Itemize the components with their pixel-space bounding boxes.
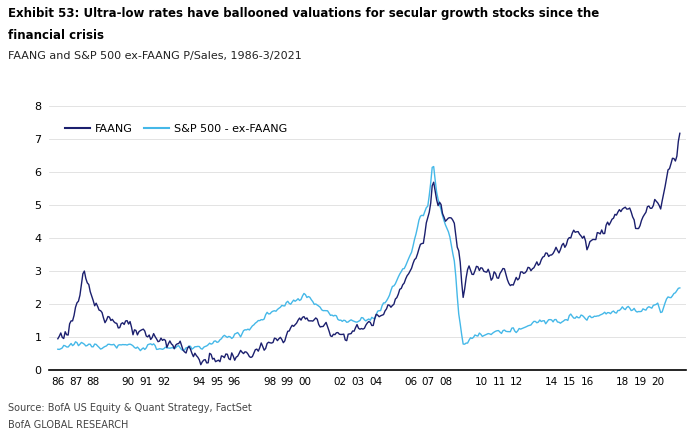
- Legend: FAANG, S&P 500 - ex-FAANG: FAANG, S&P 500 - ex-FAANG: [61, 119, 292, 138]
- Text: FAANG and S&P 500 ex-FAANG P/Sales, 1986-3/2021: FAANG and S&P 500 ex-FAANG P/Sales, 1986…: [8, 51, 302, 61]
- Text: Exhibit 53: Ultra-low rates have ballooned valuations for secular growth stocks : Exhibit 53: Ultra-low rates have balloon…: [8, 7, 600, 20]
- Text: BofA GLOBAL RESEARCH: BofA GLOBAL RESEARCH: [8, 420, 129, 430]
- Text: Source: BofA US Equity & Quant Strategy, FactSet: Source: BofA US Equity & Quant Strategy,…: [8, 403, 252, 413]
- Text: financial crisis: financial crisis: [8, 29, 104, 42]
